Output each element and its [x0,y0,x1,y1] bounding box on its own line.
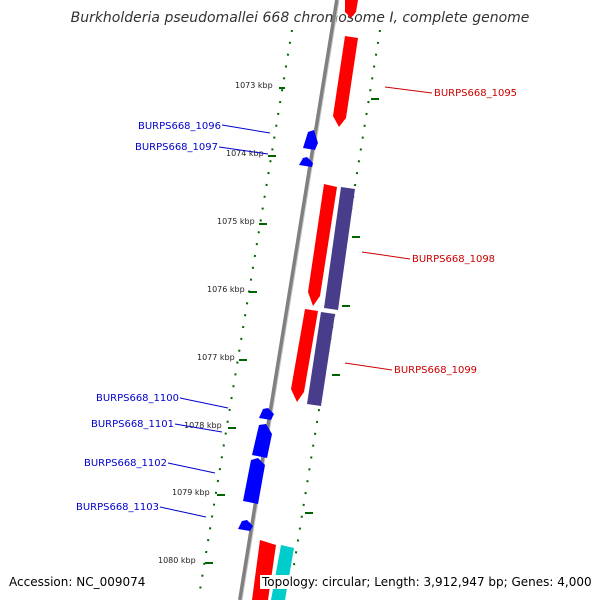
gene-feature[interactable] [252,540,276,600]
gene-label-1103[interactable]: BURPS668_1103 [76,502,159,513]
scale-label-1075: 1075 kbp [217,217,255,226]
accession-text: Accession: NC_009074 [9,575,146,589]
scale-ticks [205,87,379,564]
gene-label-1096[interactable]: BURPS668_1096 [138,121,221,132]
gene-label-1100[interactable]: BURPS668_1100 [96,393,179,404]
gene-feature[interactable] [308,184,337,306]
gene-feature[interactable] [291,309,318,402]
map-title: Burkholderia pseudomallei 668 chromosome… [70,10,530,26]
scale-label-1076: 1076 kbp [207,285,245,294]
gene-label-1095[interactable]: BURPS668_1095 [434,88,517,99]
outer-track-left [199,29,293,591]
backbone-highlight [241,0,340,600]
gene-feature[interactable] [299,157,313,167]
scale-label-1077: 1077 kbp [197,353,235,362]
gene-feature[interactable] [252,424,272,458]
gene-feature[interactable] [345,0,358,18]
scale-label-1078: 1078 kbp [184,421,222,430]
gene-label-1097[interactable]: BURPS668_1097 [135,142,218,153]
scale-label-1079: 1079 kbp [172,488,210,497]
gene-feature[interactable] [238,520,253,531]
gene-label-1102[interactable]: BURPS668_1102 [84,458,167,469]
gene-feature[interactable] [333,36,358,127]
label-leaders [159,86,433,518]
genome-summary-text: Topology: circular; Length: 3,912,947 bp… [260,575,592,589]
gene-feature[interactable] [243,458,265,504]
backbone-line [238,0,339,600]
scale-label-1080: 1080 kbp [158,556,196,565]
feature-block[interactable] [307,312,335,406]
gene-feature[interactable] [259,408,274,420]
gene-feature[interactable] [303,130,318,150]
feature-block[interactable] [324,187,355,310]
scale-label-1074: 1074 kbp [226,149,264,158]
gene-label-1099[interactable]: BURPS668_1099 [394,365,477,376]
scale-label-1073: 1073 kbp [235,81,273,90]
gene-label-1098[interactable]: BURPS668_1098 [412,254,495,265]
gene-label-1101[interactable]: BURPS668_1101 [91,419,174,430]
